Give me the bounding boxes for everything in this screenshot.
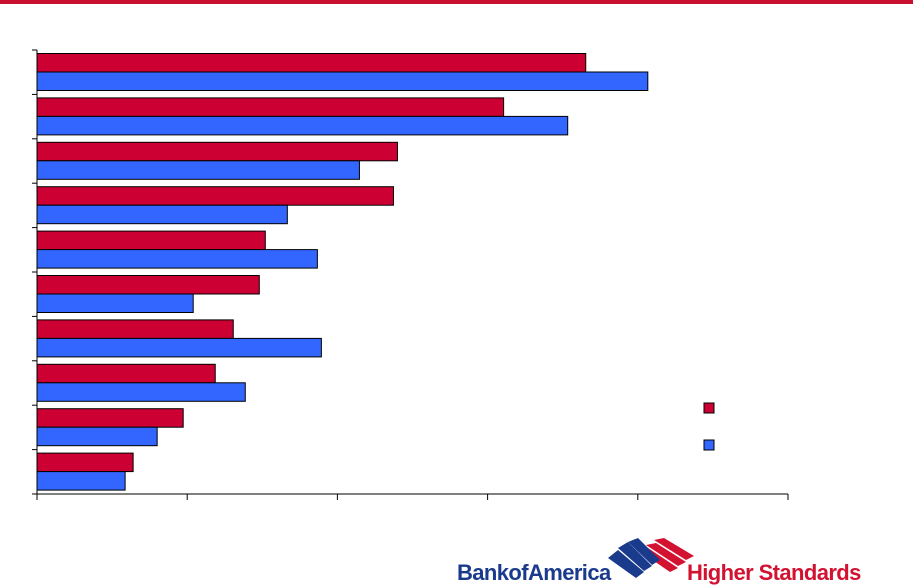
top-rule xyxy=(0,0,913,4)
bar-series-1-cat-3 xyxy=(36,141,398,162)
flag-icon xyxy=(608,538,694,578)
bar-series-2-cat-3 xyxy=(36,160,360,180)
bar-series-2-cat-8 xyxy=(36,382,246,402)
bar-series-2-cat-1 xyxy=(36,71,649,91)
bar-series-1-cat-4 xyxy=(36,186,394,206)
bar-series-1-cat-10 xyxy=(36,452,134,473)
bar-series-1-cat-5 xyxy=(36,230,266,251)
bar-series-2-cat-6 xyxy=(36,293,194,313)
bars-group xyxy=(36,53,649,491)
bar-series-2-cat-10 xyxy=(36,471,126,491)
brand-name: BankofAmerica xyxy=(457,560,611,585)
legend-swatch-series-2 xyxy=(703,439,715,451)
bar-series-1-cat-9 xyxy=(36,408,184,428)
bar-series-1-cat-7 xyxy=(36,319,234,339)
bar-series-2-cat-9 xyxy=(36,426,158,447)
brand-tagline: Higher Standards xyxy=(687,560,861,585)
bar-series-1-cat-6 xyxy=(36,275,260,295)
bar-series-2-cat-4 xyxy=(36,204,288,225)
bar-series-1-cat-2 xyxy=(36,97,505,117)
bar-series-2-cat-5 xyxy=(36,249,318,269)
bar-series-2-cat-2 xyxy=(36,115,569,136)
legend-swatch-series-1 xyxy=(703,402,715,414)
axes-group xyxy=(32,49,789,500)
bar-series-1-cat-1 xyxy=(36,53,587,73)
legend xyxy=(703,402,715,451)
bar-series-1-cat-8 xyxy=(36,363,216,384)
bar-series-2-cat-7 xyxy=(36,337,322,358)
